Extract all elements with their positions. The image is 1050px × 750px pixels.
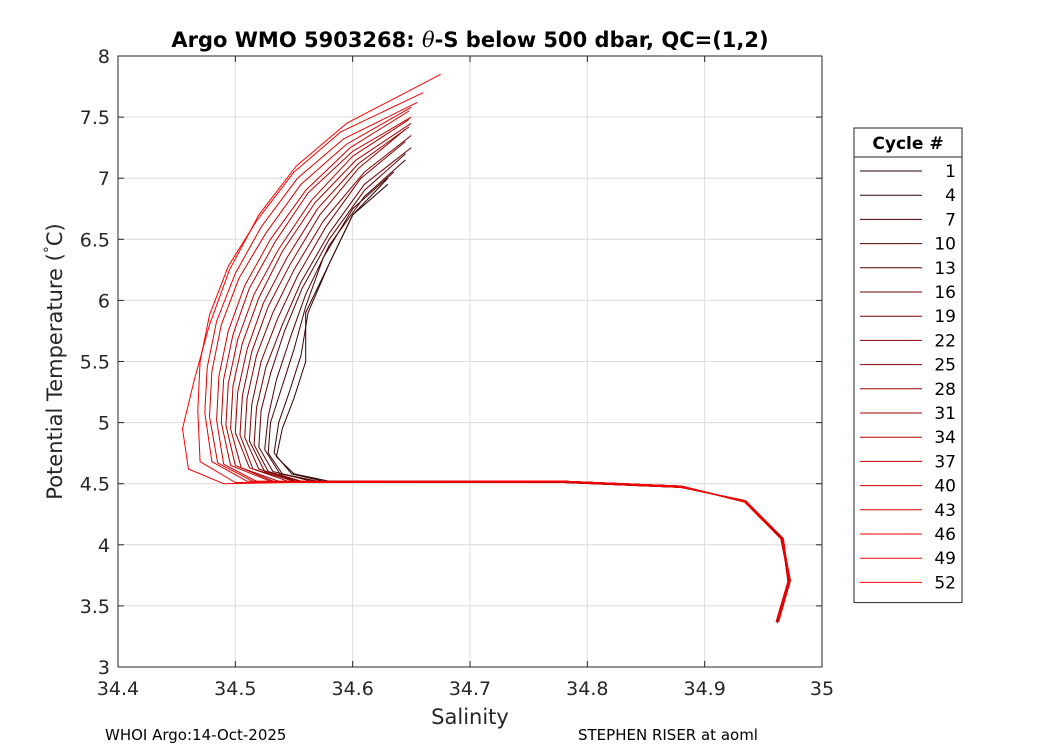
legend-label-cycle-43: 43 [934,501,956,521]
legend: Cycle #1 4 7 10 13 16 19 22 25 28 31 34 37 40 43 46 49 52 [853,127,963,604]
y-tick-label: 3.5 [80,596,110,618]
y-tick-label: 4 [98,535,110,557]
series-line-cycle-49 [197,92,791,622]
legend-label-cycle-28: 28 [934,380,956,400]
y-tick-label: 3 [98,657,110,679]
y-tick-label: 7 [98,168,110,190]
y-tick-label: 6.5 [80,229,110,251]
legend-label-cycle-52: 52 [934,573,956,593]
y-tick-label: 5.5 [80,352,110,374]
legend-label-cycle-19: 19 [934,307,956,327]
legend-label-cycle-46: 46 [934,525,956,545]
x-tick-label: 35 [810,678,834,700]
legend-label-cycle-25: 25 [934,356,956,376]
footer-date-label: WHOI Argo:14-Oct-2025 [105,726,287,744]
y-axis-label: Potential Temperature (°C) [42,223,67,499]
y-tick-label: 5 [98,413,110,435]
legend-label-cycle-16: 16 [934,283,956,303]
legend-label-cycle-49: 49 [934,549,956,569]
y-tick-label: 8 [98,46,110,68]
y-tick-label: 6 [98,290,110,312]
legend-label-cycle-1: 1 [945,162,956,182]
x-tick-label: 34.5 [214,678,256,700]
plot-area: 34.4 34.5 34.6 34.7 34.8 34.9 35 3 3.5 4 4.5 5 5.5 6 6… [42,28,834,729]
legend-label-cycle-31: 31 [934,404,956,424]
legend-label-cycle-10: 10 [934,235,956,255]
x-axis-label: Salinity [431,705,509,729]
series-group [182,73,791,624]
y-tick-label: 4.5 [80,474,110,496]
chart-title: Argo WMO 5903268: θ-S below 500 dbar, QC… [171,28,768,52]
legend-label-cycle-22: 22 [934,331,956,351]
legend-label-cycle-7: 7 [945,210,956,230]
y-tick-label: 7.5 [80,107,110,129]
x-tick-label: 34.8 [566,678,608,700]
legend-box [853,127,963,604]
series-line-cycle-46 [204,101,790,621]
legend-label-cycle-37: 37 [934,452,956,472]
series-line-cycle-52 [182,73,790,621]
legend-label-cycle-34: 34 [934,428,956,448]
footer-operator-label: STEPHEN RISER at aoml [578,726,758,744]
legend-label-cycle-40: 40 [934,477,956,497]
x-tick-label: 34.7 [449,678,491,700]
legend-title: Cycle # [872,134,943,154]
x-tick-label: 34.6 [332,678,374,700]
legend-label-cycle-4: 4 [945,186,956,206]
x-tick-label: 34.9 [684,678,726,700]
legend-label-cycle-13: 13 [934,259,956,279]
x-tick-label: 34.4 [97,678,139,700]
